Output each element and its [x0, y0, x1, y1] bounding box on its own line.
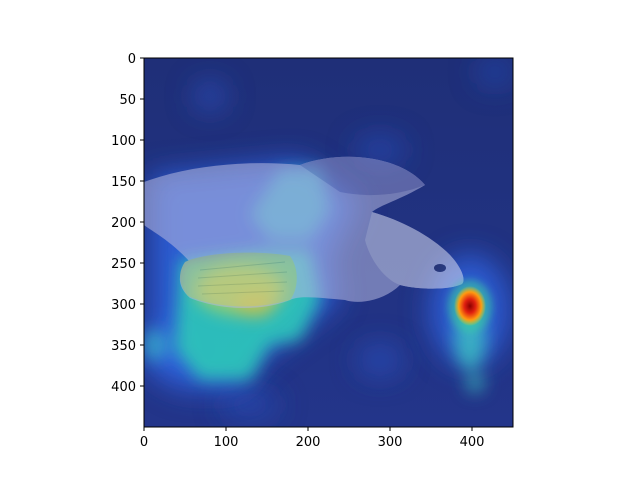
x-tick-label: 300: [378, 435, 403, 450]
heatmap-image: [142, 58, 513, 427]
beak-hotspot: [448, 280, 492, 332]
y-tick-label: 300: [111, 298, 136, 313]
x-tick-label: 400: [460, 435, 485, 450]
x-tick-label: 200: [296, 435, 321, 450]
y-tick-label: 100: [111, 134, 136, 149]
y-tick-label: 150: [111, 175, 136, 190]
y-tick-label: 0: [128, 52, 136, 67]
x-tick-label: 0: [140, 435, 148, 450]
bird-photo-overlay: [144, 157, 464, 308]
y-tick-label: 250: [111, 257, 136, 272]
y-axis: 0 50 100 150 200 250 300 350 400: [111, 52, 144, 395]
x-tick-label: 100: [214, 435, 239, 450]
y-tick-label: 400: [111, 380, 136, 395]
y-tick-label: 200: [111, 216, 136, 231]
y-tick-label: 50: [119, 93, 136, 108]
y-tick-label: 350: [111, 339, 136, 354]
x-axis: 0 100 200 300 400: [140, 427, 485, 450]
